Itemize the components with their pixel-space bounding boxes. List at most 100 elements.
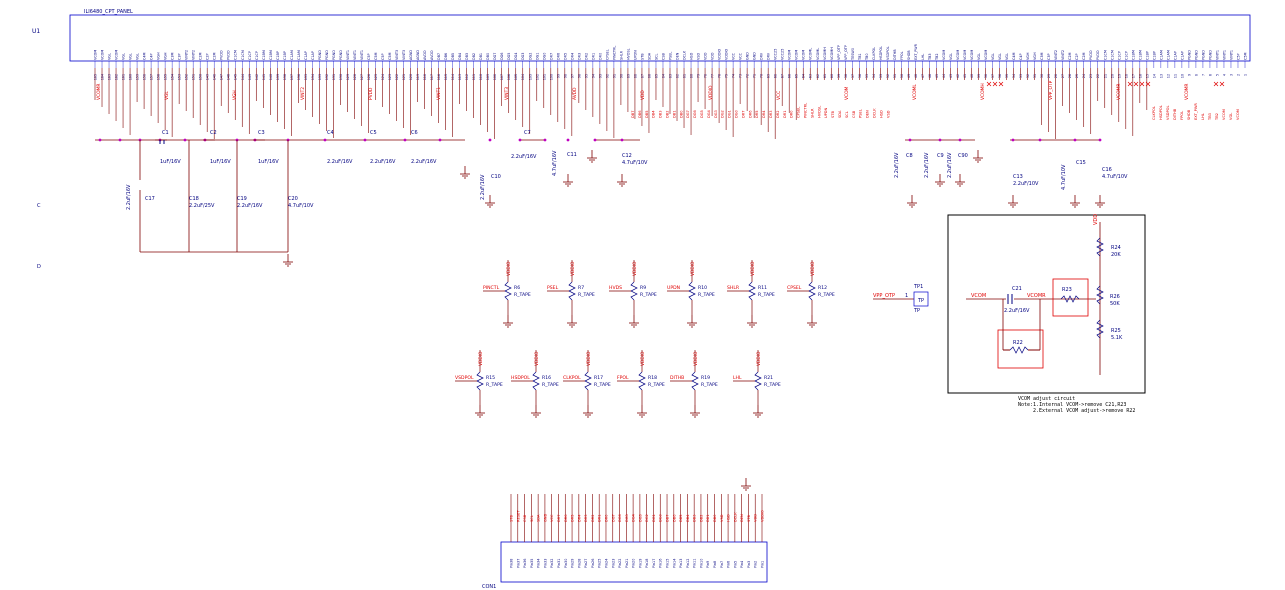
cap-c15: C15 4.7uF/10V — [1061, 160, 1086, 190]
ic-pin-number: 137 — [290, 74, 294, 80]
data-net-label: DB3 — [659, 110, 663, 118]
margin-letter-c: C — [37, 203, 41, 209]
data-net-label: SHLR — [810, 108, 814, 118]
resistor-value: R_TAPE — [486, 382, 503, 388]
cap-ref: C12 — [622, 153, 632, 159]
connector-net-label: DG4 — [632, 513, 636, 522]
ic-pin-number: 163 — [108, 74, 112, 80]
ic-pin-name: CSB — [661, 52, 665, 60]
supply-label: VDDIO — [534, 351, 540, 366]
connector-net-label: CSB — [523, 514, 527, 522]
no-connect-mark — [1133, 81, 1139, 87]
junction-dot — [98, 138, 102, 142]
supply-label: VDDIO — [506, 261, 512, 276]
data-net-label: DB5 — [645, 110, 649, 118]
ic-pin-name: VINT2 — [185, 50, 189, 60]
ic-pin-name: C2M — [213, 52, 217, 60]
resistor-body — [808, 281, 816, 301]
ic-pin-group — [94, 61, 1246, 68]
supply-label: VDDIO — [570, 261, 576, 276]
ic-pin-name: PVDD — [1096, 50, 1100, 60]
cap-c17: C17 2.2uF/16V — [126, 184, 155, 210]
strap-net-label: VSDPOL — [1166, 105, 1170, 120]
net-label: VSDPOL — [455, 375, 474, 381]
connector-pin-name: Pin25 — [598, 559, 602, 568]
ic-pin-name: DB3 — [465, 53, 469, 60]
ic-pin-number: 70 — [760, 74, 764, 78]
ic-pin-name: DR3 — [577, 53, 581, 60]
junction-dot — [1011, 138, 1015, 142]
connector-pin-name: Pin11 — [693, 559, 697, 568]
ic-pin-name: DR4 — [570, 53, 574, 60]
cap-value: 1uF/16V — [210, 159, 231, 165]
vcom-note-2: 2.External VCOM adjust->remove R22 — [1033, 408, 1135, 414]
connector-pin-name: Pin33 — [543, 559, 547, 568]
ic-pin-number: 23 — [1089, 74, 1093, 78]
supply-label: VDDIO — [586, 351, 592, 366]
ic-pin-number: 25 — [1075, 74, 1079, 78]
ic-pin-number: 51 — [893, 74, 897, 78]
ic-pin-names: 165VCOM164VCOM163VGL162VCOM161VGL160VGL1… — [94, 43, 1248, 80]
ic-pin-name: DG2 — [528, 53, 532, 60]
ic-pin-number: 141 — [262, 74, 266, 80]
cap-ref: C3 — [258, 130, 265, 136]
ic-pin-number: 139 — [276, 74, 280, 80]
ic-pin-name: C1BM — [1138, 50, 1142, 60]
resistor-value: R_TAPE — [578, 292, 595, 298]
ic-pin-number: 90 — [619, 74, 623, 78]
ic-pin-number: 154 — [171, 74, 175, 80]
top-wiring: VCOMR VGL VGH VINT2 PVDD VINT1 VINT3 AVDD VDD VDD… — [94, 68, 1240, 491]
cap-ref: C7 — [524, 130, 531, 136]
net-label: PINCTL — [483, 285, 500, 291]
junction-dot — [938, 138, 942, 142]
net-label: VCOML — [912, 84, 918, 100]
connector-net-label: DR5 — [571, 514, 575, 522]
ic-pin-number: 47 — [921, 74, 925, 78]
junction-dot — [118, 138, 122, 142]
ic-pin-number: 78 — [704, 74, 708, 78]
tp-label: TP — [917, 298, 924, 304]
data-net-label: DR6 — [748, 110, 752, 118]
resistor-value: R_TAPE — [648, 382, 665, 388]
strap-resistor-r7: VDDIO PSEL R7R_TAPE — [547, 260, 595, 315]
resistor-body — [584, 371, 592, 391]
cap-value: 1uF/16V — [160, 159, 181, 165]
connector-pin-name: Pin7 — [720, 561, 724, 568]
cap-value: 2.2uF/16V — [411, 159, 437, 165]
ic-pin-name: DR7 — [549, 53, 553, 60]
ic-pin-number: 161 — [122, 74, 126, 80]
strap-net-label: CLKPOL — [1152, 106, 1156, 120]
ic-pin-number: 48 — [914, 74, 918, 78]
ic-pin-name: VCOML — [809, 48, 813, 60]
ic-pin-name: VPP_OTP — [837, 45, 841, 60]
connector-net-label: RESET — [516, 510, 520, 522]
ic-pin-number: 62 — [816, 74, 820, 78]
net-label: VPP_OTP — [1048, 80, 1054, 100]
net-label: VINT1 — [436, 87, 442, 100]
ic-pin-number: 59 — [837, 74, 841, 78]
ic-pin-name: C2M — [199, 52, 203, 60]
ic-pin-number: 152 — [185, 74, 189, 80]
data-net-label: DB0 — [679, 110, 683, 118]
data-net-label: STB — [831, 111, 835, 118]
ic-pin-name: VCOM — [101, 50, 105, 60]
connector-net-label: DR4 — [577, 514, 581, 522]
ic-pin-number: 5 — [1215, 74, 1219, 76]
ic-pin-name: C1BM — [262, 50, 266, 60]
ic-pin-name: VCOM — [802, 50, 806, 60]
connector-net-label: DB0 — [713, 514, 717, 522]
cap-ref: C11 — [567, 152, 577, 158]
ic-pin-number: 15 — [1145, 74, 1149, 78]
r22-ref: R22 — [1013, 340, 1023, 346]
margin-letter-d: D — [37, 264, 41, 270]
supply-label: VDDIO — [640, 351, 646, 366]
connector-net-label: DR7 — [557, 514, 561, 522]
ic-pin-number: 57 — [851, 74, 855, 78]
cap-value: 2.2uF/16V — [480, 174, 486, 200]
resistor-ref: R7 — [578, 285, 584, 291]
connector-pin-name: Pin24 — [604, 559, 608, 568]
